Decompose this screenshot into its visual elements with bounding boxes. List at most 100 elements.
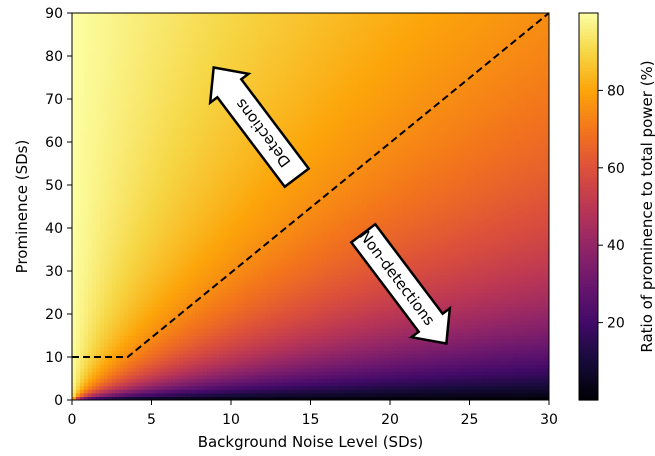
heatmap-cell (87, 235, 93, 240)
heatmap-cell (207, 360, 212, 365)
heatmap-cell (191, 231, 196, 236)
heatmap-cell (199, 163, 204, 168)
heatmap-cell (203, 13, 208, 18)
heatmap-cell (107, 34, 113, 39)
heatmap-cell (143, 84, 149, 89)
heatmap-cell (111, 253, 117, 258)
heatmap-cell (227, 41, 232, 46)
heatmap-cell (123, 238, 129, 243)
heatmap-cell (191, 292, 196, 297)
heatmap-cell (99, 328, 105, 333)
heatmap-cell (211, 210, 216, 215)
heatmap-cell (87, 378, 93, 383)
heatmap-cell (135, 271, 141, 276)
heatmap-cell (72, 34, 77, 39)
heatmap-cell (242, 306, 248, 312)
heatmap-cell (151, 23, 157, 28)
heatmap-cell (175, 199, 180, 204)
heatmap-cell (199, 249, 204, 254)
heatmap-cell (147, 81, 153, 86)
heatmap-cell (238, 217, 244, 222)
heatmap-cell (115, 20, 121, 25)
heatmap-cell (242, 324, 248, 329)
heatmap-cell (87, 52, 93, 57)
heatmap-cell (207, 113, 212, 118)
heatmap-cell (238, 163, 244, 168)
heatmap-cell (203, 360, 208, 365)
heatmap-cell (191, 116, 196, 122)
heatmap-cell (250, 210, 256, 215)
heatmap-cell (107, 91, 113, 97)
heatmap-cell (250, 331, 256, 337)
heatmap-cell (72, 109, 77, 114)
heatmap-cell (91, 30, 97, 36)
heatmap-cell (103, 213, 109, 218)
heatmap-cell (91, 127, 97, 132)
heatmap-cell (107, 81, 113, 86)
heatmap-cell (95, 63, 101, 68)
heatmap-cell (119, 249, 125, 254)
heatmap-cell (75, 181, 81, 186)
heatmap-cell (143, 192, 149, 197)
heatmap-cell (227, 152, 232, 157)
heatmap-cell (95, 149, 101, 154)
heatmap-cell (250, 256, 256, 261)
heatmap-cell (159, 149, 165, 154)
heatmap-cell (195, 271, 200, 276)
heatmap-cell (155, 156, 161, 161)
heatmap-cell (151, 199, 157, 204)
heatmap-cell (155, 256, 161, 261)
heatmap-cell (79, 389, 85, 394)
heatmap-cell (246, 389, 252, 394)
heatmap-cell (227, 331, 232, 337)
heatmap-cell (250, 328, 256, 333)
heatmap-cell (231, 342, 236, 347)
heatmap-cell (238, 281, 244, 286)
heatmap-cell (99, 131, 105, 136)
heatmap-cell (203, 267, 208, 272)
heatmap-cell (250, 353, 256, 358)
heatmap-cell (103, 278, 109, 283)
heatmap-cell (246, 170, 252, 175)
heatmap-cell (175, 353, 180, 358)
heatmap-cell (223, 16, 228, 21)
heatmap-cell (171, 95, 176, 100)
heatmap-cell (72, 220, 77, 226)
heatmap-cell (143, 317, 149, 322)
heatmap-cell (155, 131, 161, 136)
heatmap-cell (75, 310, 81, 315)
heatmap-cell (135, 306, 141, 312)
heatmap-cell (203, 299, 208, 304)
heatmap-cell (91, 84, 97, 89)
heatmap-cell (191, 13, 196, 18)
heatmap-cell (139, 99, 145, 104)
heatmap-cell (155, 34, 161, 39)
heatmap-cell (151, 159, 157, 165)
heatmap-cell (219, 260, 224, 265)
heatmap-cell (175, 317, 180, 322)
heatmap-cell (246, 310, 252, 315)
heatmap-cell (175, 59, 180, 64)
heatmap-cell (75, 84, 81, 89)
heatmap-cell (115, 185, 121, 190)
heatmap-cell (131, 278, 137, 283)
heatmap-cell (238, 167, 244, 172)
heatmap-cell (99, 113, 105, 118)
heatmap-cell (191, 210, 196, 215)
heatmap-cell (87, 59, 93, 64)
heatmap-cell (167, 367, 172, 372)
heatmap-cell (234, 177, 240, 183)
heatmap-cell (183, 335, 188, 340)
heatmap-cell (219, 159, 224, 165)
heatmap-cell (215, 48, 220, 54)
heatmap-cell (231, 41, 236, 46)
heatmap-cell (103, 59, 109, 64)
heatmap-cell (199, 281, 204, 286)
heatmap-cell (147, 206, 153, 211)
heatmap-cell (119, 27, 125, 32)
heatmap-cell (83, 396, 89, 400)
heatmap-cell (151, 314, 157, 319)
heatmap-cell (103, 195, 109, 200)
heatmap-cell (215, 285, 220, 290)
heatmap-cell (207, 213, 212, 218)
